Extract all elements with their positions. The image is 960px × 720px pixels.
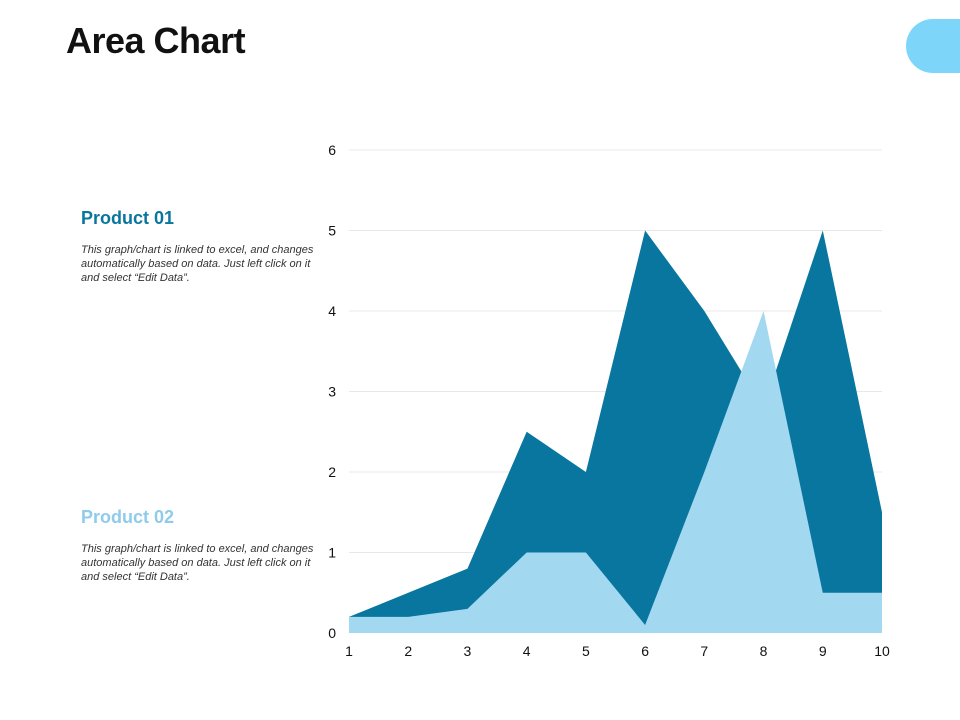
- x-tick-label: 3: [464, 643, 472, 659]
- y-tick-label: 1: [328, 545, 336, 561]
- legend-product-01: Product 01 This graph/chart is linked to…: [81, 208, 321, 285]
- x-tick-label: 5: [582, 643, 590, 659]
- x-tick-label: 7: [700, 643, 708, 659]
- x-tick-label: 9: [819, 643, 827, 659]
- legend-title-product-02: Product 02: [81, 507, 175, 527]
- legend-title-product-01: Product 01: [81, 208, 175, 228]
- y-tick-label: 3: [328, 384, 336, 400]
- x-tick-label: 6: [641, 643, 649, 659]
- page-title: Area Chart: [66, 20, 246, 61]
- x-tick-label: 8: [760, 643, 768, 659]
- area-series-product-02: [349, 311, 882, 633]
- x-tick-label: 1: [345, 643, 353, 659]
- x-tick-label: 2: [404, 643, 412, 659]
- legend-description-product-01: This graph/chart is linked to excel, and…: [81, 244, 314, 284]
- y-tick-label: 6: [328, 142, 336, 158]
- corner-accent-tab: [906, 19, 960, 73]
- y-tick-label: 4: [328, 303, 336, 319]
- x-tick-label: 10: [874, 643, 890, 659]
- y-tick-label: 2: [328, 464, 336, 480]
- legend-product-02: Product 02 This graph/chart is linked to…: [81, 507, 321, 584]
- legend-description-product-02: This graph/chart is linked to excel, and…: [81, 543, 314, 583]
- x-tick-label: 4: [523, 643, 531, 659]
- y-tick-label: 5: [328, 223, 336, 239]
- y-tick-label: 0: [328, 625, 336, 641]
